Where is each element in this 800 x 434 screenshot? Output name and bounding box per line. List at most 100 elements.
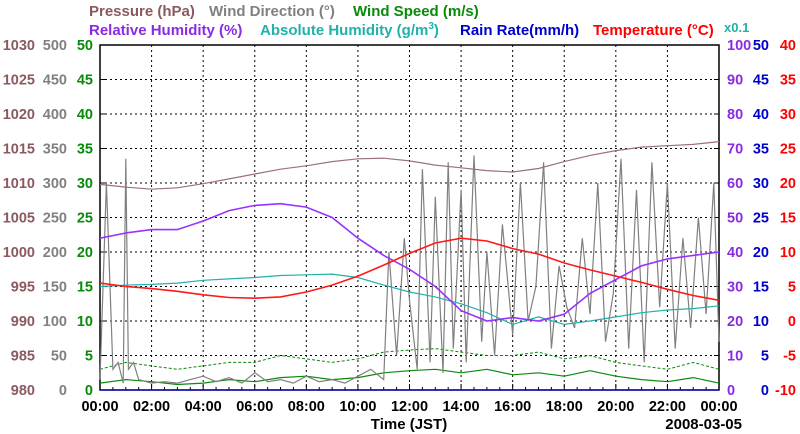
tick-label-temperature: 0 (788, 314, 796, 330)
tick-label-temperature: 35 (780, 73, 796, 89)
tick-label-wind-direction: 0 (59, 383, 67, 399)
tick-label-wind-speed: 45 (77, 73, 93, 89)
series-line-absolute-humidity (99, 273, 720, 326)
tick-label-wind-speed: 10 (77, 314, 93, 330)
tick-label-pressure: 980 (11, 383, 35, 399)
tick-label-wind-speed: 50 (77, 38, 93, 54)
tick-label-relative-humidity: 100 (727, 38, 751, 54)
tick-label-pressure: 1015 (3, 142, 35, 158)
tick-label-temperature: 15 (780, 211, 796, 227)
tick-label-wind-direction: 350 (43, 142, 67, 158)
x-tick-label: 00:00 (81, 399, 118, 415)
x-axis-label: Time (JST) (371, 416, 447, 433)
tick-label-temperature: -5 (783, 349, 796, 365)
x-tick-label: 00:00 (700, 399, 737, 415)
x-tick-label: 06:00 (236, 399, 273, 415)
tick-label-relative-humidity: 50 (727, 211, 743, 227)
tick-label-relative-humidity: 60 (727, 176, 743, 192)
tick-label-relative-humidity: 30 (727, 280, 743, 296)
tick-label-pressure: 985 (11, 349, 35, 365)
legend-rain-rate: Rain Rate(mm/h) (460, 22, 579, 39)
date-label: 2008-03-05 (665, 416, 742, 433)
tick-label-relative-humidity: 40 (727, 245, 743, 261)
tick-label-wind-direction: 250 (43, 211, 67, 227)
series-line-pressure (99, 141, 720, 190)
legend-absolute-humidity-tail: ) (434, 22, 439, 39)
x-tick-label: 16:00 (494, 399, 531, 415)
tick-label-relative-humidity: 90 (727, 73, 743, 89)
tick-label-pressure: 995 (11, 280, 35, 296)
tick-label-temperature: 25 (780, 142, 796, 158)
legend-wind-direction: Wind Direction (°) (209, 3, 335, 20)
tick-label-wind-direction: 450 (43, 73, 67, 89)
tick-label-wind-direction: 150 (43, 280, 67, 296)
right-axes: 0102030405060708090100051015202530354045… (727, 38, 796, 399)
tick-label-pressure: 1000 (3, 245, 35, 261)
tick-label-pressure: 1030 (3, 38, 35, 54)
tick-label-relative-humidity: 80 (727, 107, 743, 123)
x-tick-label: 10:00 (339, 399, 376, 415)
tick-label-pressure: 1005 (3, 211, 35, 227)
tick-label-wind-speed: 30 (77, 176, 93, 192)
tick-label-wind-direction: 300 (43, 176, 67, 192)
tick-label-wind-speed: 40 (77, 107, 93, 123)
axis-extra-label: x0.1 (724, 20, 749, 35)
tick-label-wind-direction: 50 (51, 349, 67, 365)
tick-label-wind-direction: 500 (43, 38, 67, 54)
legend-wind-speed: Wind Speed (m/s) (353, 3, 479, 20)
x-tick-label: 12:00 (391, 399, 428, 415)
tick-label-wind-speed: 0 (85, 383, 93, 399)
tick-label-rain-rate: 35 (753, 142, 769, 158)
tick-label-rain-rate: 50 (753, 38, 769, 54)
tick-label-rain-rate: 45 (753, 73, 769, 89)
tick-label-wind-speed: 5 (85, 349, 93, 365)
tick-label-wind-speed: 35 (77, 142, 93, 158)
tick-label-temperature: 40 (780, 38, 796, 54)
tick-label-temperature: 30 (780, 107, 796, 123)
x-tick-label: 02:00 (133, 399, 170, 415)
tick-label-rain-rate: 30 (753, 176, 769, 192)
tick-label-relative-humidity: 10 (727, 349, 743, 365)
x-tick-label: 22:00 (649, 399, 686, 415)
left-axes: 9809859909951000100510101015102010251030… (3, 38, 93, 399)
tick-label-wind-direction: 400 (43, 107, 67, 123)
tick-label-wind-speed: 20 (77, 245, 93, 261)
series-line-temperature (99, 237, 720, 302)
series-line-wind-speed-max (99, 348, 720, 370)
tick-label-rain-rate: 40 (753, 107, 769, 123)
tick-label-pressure: 1010 (3, 176, 35, 192)
tick-label-relative-humidity: 0 (727, 383, 735, 399)
tick-label-relative-humidity: 70 (727, 142, 743, 158)
x-tick-label: 18:00 (546, 399, 583, 415)
tick-label-temperature: -10 (775, 383, 796, 399)
tick-label-relative-humidity: 20 (727, 314, 743, 330)
tick-label-rain-rate: 15 (753, 280, 769, 296)
tick-label-rain-rate: 0 (761, 383, 769, 399)
x-tick-label: 08:00 (288, 399, 325, 415)
plot-grid (99, 44, 720, 391)
tick-label-temperature: 10 (780, 245, 796, 261)
tick-label-pressure: 1025 (3, 73, 35, 89)
tick-label-wind-direction: 100 (43, 314, 67, 330)
tick-label-temperature: 20 (780, 176, 796, 192)
series-layer (99, 141, 720, 391)
legend-temperature: Temperature (°C) (593, 22, 714, 39)
legend-absolute-humidity-text: Absolute Humidity (g/m (260, 22, 428, 39)
tick-label-rain-rate: 10 (753, 314, 769, 330)
series-line-relative-humidity (99, 202, 720, 322)
tick-label-pressure: 1020 (3, 107, 35, 123)
legend-pressure: Pressure (hPa) (89, 3, 195, 20)
x-tick-label: 04:00 (185, 399, 222, 415)
series-line-wind-direction (99, 155, 720, 384)
legend-absolute-humidity: Absolute Humidity (g/m3) (260, 21, 439, 39)
legend-absolute-humidity-sup: 3 (428, 21, 434, 32)
tick-label-rain-rate: 25 (753, 211, 769, 227)
tick-label-rain-rate: 5 (761, 349, 769, 365)
legend-relative-humidity: Relative Humidity (%) (89, 22, 242, 39)
tick-label-pressure: 990 (11, 314, 35, 330)
tick-label-rain-rate: 20 (753, 245, 769, 261)
x-tick-label: 14:00 (443, 399, 480, 415)
x-axis: 00:00 02:00 04:00 06:00 08:00 10:00 12:00 14:00… (81, 399, 737, 415)
tick-label-wind-speed: 25 (77, 211, 93, 227)
